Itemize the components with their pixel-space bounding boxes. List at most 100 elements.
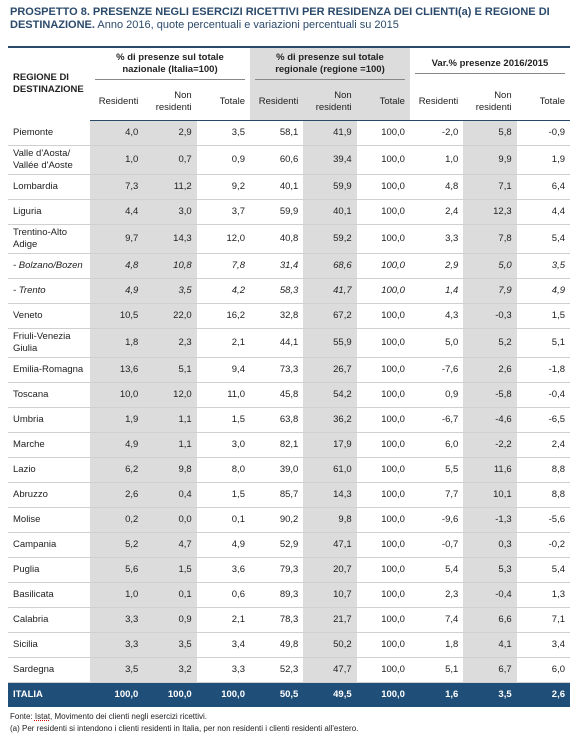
cell: 3,3 [90,607,144,633]
cell: 3,0 [196,432,250,458]
table-row: - Trento 4,9 3,5 4,2 58,3 41,7 100,0 1,4 7,9 4,9 [8,278,570,304]
cell: 100,0 [356,632,410,658]
cell: 100,0 [356,607,410,633]
group-header-row: REGIONE DI DESTINAZIONE % di presenze su… [8,46,570,121]
cell: 7,4 [409,607,464,633]
cell: 4,9 [516,278,570,304]
cell: 12,3 [463,199,517,225]
cell: 2,6 [463,357,517,383]
row-header: REGIONE DI DESTINAZIONE [8,46,90,121]
cell: 40,1 [303,199,357,225]
cell: -7,6 [409,357,464,383]
cell: 2,3 [143,328,197,358]
cell: -9,6 [409,507,464,533]
cell: 100,0 [356,145,410,175]
cell: 100,0 [356,482,410,508]
row-label: - Trento [8,278,90,304]
cell: 7,7 [409,482,464,508]
cell: 39,0 [249,457,304,483]
column-header: Totale [516,84,570,121]
column-header: Totale [196,84,250,121]
cell: 45,8 [249,382,304,408]
cell: 7,1 [463,174,517,200]
cell: 4,2 [196,278,250,304]
cell: 100,0 [356,120,410,146]
cell: 4,9 [196,532,250,558]
cell: 47,1 [303,532,357,558]
cell: 1,9 [90,407,144,433]
row-label: Valle d'Aosta/ Vallée d'Aoste [8,145,90,175]
row-label: Campania [8,532,90,558]
cell: 73,3 [249,357,304,383]
title: PROSPETTO 8. PRESENZE NEGLI ESERCIZI RIC… [10,6,550,31]
cell: 7,3 [90,174,144,200]
cell: 3,5 [143,278,197,304]
source: Fonte: Istat, Movimento dei clienti negl… [10,711,358,723]
cell: 0,1 [196,507,250,533]
cell: 5,4 [516,224,570,254]
cell: 6,4 [516,174,570,200]
cell: 40,8 [249,224,304,254]
cell: 1,8 [90,328,144,358]
table-row: Toscana 10,0 12,0 11,0 45,8 54,2 100,0 0,9 -5,8-… [8,382,570,408]
cell: 1,0 [90,582,144,608]
group-header: % di presenze sul totale nazionale (Ital… [90,46,250,84]
column-header-row: Residenti Non residenti Totale Residenti Non… [8,84,570,121]
cell: 10,8 [143,253,197,279]
cell: -2,2 [463,432,517,458]
row-label: Abruzzo [8,482,90,508]
cell: 2,1 [196,607,250,633]
cell: 8,8 [516,457,570,483]
cell: 3,4 [196,632,250,658]
cell: 3,2 [143,657,197,683]
cell: 9,9 [463,145,517,175]
cell: 5,8 [463,120,517,146]
table-row: Lazio 6,2 9,8 8,0 39,0 61,0 100,0 5,5 11,6 8,8 [8,457,570,483]
cell: 100,0 [356,457,410,483]
cell: 55,9 [303,328,357,358]
cell: 5,1 [409,657,464,683]
cell: 3,3 [90,632,144,658]
cell: 3,3 [409,224,464,254]
cell: 52,9 [249,532,304,558]
cell: -0,4 [463,582,517,608]
cell: 47,7 [303,657,357,683]
row-label: Liguria [8,199,90,225]
group-header-text: % di presenze sul totale nazionale (Ital… [95,52,245,80]
data-table: REGIONE DI DESTINAZIONE % di presenze su… [8,46,570,707]
cell: 5,0 [409,328,464,358]
column-header: Totale [356,84,410,121]
cell: 2,4 [516,432,570,458]
cell: 3,6 [196,557,250,583]
cell: 59,2 [303,224,357,254]
cell: 3,5 [143,632,197,658]
cell: 22,0 [143,303,197,329]
cell: 58,1 [249,120,304,146]
cell: 14,3 [303,482,357,508]
table-row: Sicilia 3,3 3,5 3,4 49,8 50,2 100,0 1,8 4,1 3,4 [8,632,570,658]
cell: 8,0 [196,457,250,483]
cell: 10,1 [463,482,517,508]
cell: 21,7 [303,607,357,633]
footer: Fonte: Istat, Movimento dei clienti negl… [10,711,358,735]
table-row: Liguria 4,4 3,0 3,7 59,9 40,1 100,0 2,4 12,3 4,4 [8,199,570,225]
cell: 4,0 [90,120,144,146]
table-row: Sardegna 3,5 3,2 3,3 52,3 47,7 100,0 5,1 6,7 6,0 [8,657,570,683]
row-label: Veneto [8,303,90,329]
cell: -0,3 [463,303,517,329]
cell: 44,1 [249,328,304,358]
cell: 2,6 [516,682,570,707]
cell: 4,3 [409,303,464,329]
cell: 3,5 [90,657,144,683]
cell: 9,7 [90,224,144,254]
cell: 89,3 [249,582,304,608]
row-label: Puglia [8,557,90,583]
cell: 7,8 [463,224,517,254]
cell: 3,7 [196,199,250,225]
cell: 0,2 [90,507,144,533]
cell: 5,4 [409,557,464,583]
cell: 0,6 [196,582,250,608]
cell: 50,2 [303,632,357,658]
cell: 5,3 [463,557,517,583]
